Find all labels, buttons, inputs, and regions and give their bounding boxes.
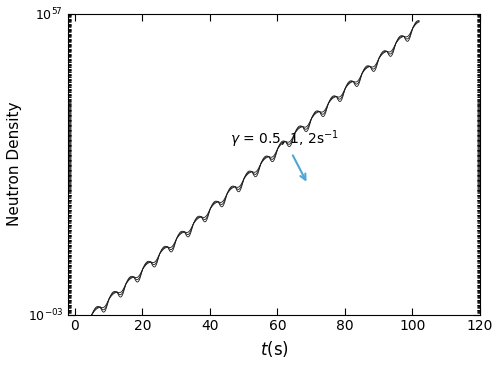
X-axis label: $t$(s): $t$(s) [260, 339, 288, 359]
Y-axis label: Neutron Density: Neutron Density [7, 102, 22, 227]
Text: $\gamma$ = 0.5, 1, 2s$^{-1}$: $\gamma$ = 0.5, 1, 2s$^{-1}$ [230, 128, 339, 180]
